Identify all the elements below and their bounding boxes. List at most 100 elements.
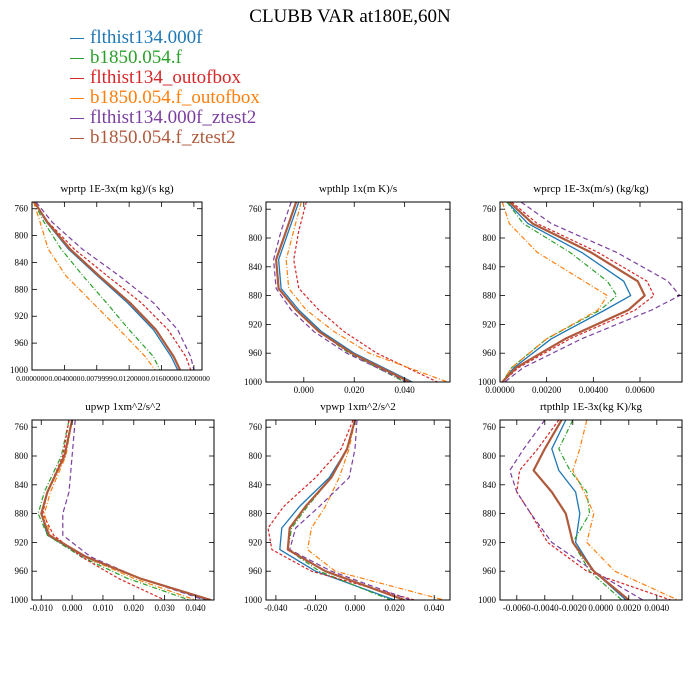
panel: wprtp 1E-3x(m kg)/(s kg) 760 800 840 880 920 9… [10,183,210,383]
x-tick-label: 0.00000 [485,385,515,395]
panel-title: wpthlp 1x(m K)/s [319,183,397,195]
x-tick-label: 0.00200 [532,385,562,395]
panel-title: vpwp 1xm^2/s^2 [320,401,395,413]
series-line [273,202,408,382]
y-tick-label: 960 [15,338,29,348]
legend-item: b1850.054.f_outofbox [70,88,260,108]
x-tick-label: 0.0040000 [48,374,80,383]
series-line [287,420,391,600]
series-line [289,420,411,600]
series-line [42,420,165,600]
series-line [501,202,655,382]
x-tick-label: 0.00400 [579,385,609,395]
series-group [267,420,445,600]
series-line [306,420,445,600]
y-tick-label: 800 [15,231,29,241]
y-tick-label: 800 [249,233,263,243]
y-tick-label: 960 [249,348,263,358]
plot-frame [31,419,215,601]
plot-frame [265,419,451,601]
legend-swatch [70,118,84,120]
x-tick-label: 0.020 [384,603,405,613]
series-line [501,202,608,382]
plot-frame [31,201,203,371]
series-line [40,420,212,600]
y-tick-label: 840 [15,257,29,267]
series-line [33,202,179,370]
y-tick-label: 840 [249,262,263,272]
x-tick-label: 0.020 [344,385,365,395]
x-tick-label: 0.0160000 [146,374,178,383]
y-tick-label: 840 [483,262,497,272]
y-tick-label: 1000 [244,595,263,605]
legend-label: flthist134.000f_ztest2 [90,107,257,128]
series-line [286,420,405,600]
y-tick-label: 880 [483,291,497,301]
panel-title: wprtp 1E-3x(m kg)/(s kg) [60,183,174,195]
series-line [33,202,156,370]
x-tick-label: 0.0020 [616,603,641,613]
y-tick-label: 1000 [478,595,497,605]
series-line [509,420,644,600]
y-tick-label: 800 [483,451,497,461]
x-tick-label: -0.0040 [531,603,559,613]
series-line [62,420,205,600]
panel: rtpthlp 1E-3x(kg K)/kg 760 800 840 880 920 960… [478,401,683,613]
legend-label: flthist134.000f [90,27,203,48]
series-line [501,202,618,382]
y-tick-label: 880 [15,509,29,519]
panel: wprcp 1E-3x(m/s) (kg/kg) 760 800 840 880 920 9… [478,183,683,395]
x-tick-label: 0.0000 [588,603,613,613]
y-tick-label: 920 [15,537,29,547]
plot-frame [499,419,683,601]
y-tick-label: 840 [483,480,497,490]
series-group [273,202,448,382]
x-tick-label: -0.0060 [503,603,531,613]
panel: upwp 1xm^2/s^2 760 800 840 880 920 960 1000-0.0… [10,401,215,613]
x-tick-label: 0.0079999 [81,374,113,383]
x-tick-label: 0.0200000 [178,374,210,383]
series-line [501,202,632,382]
x-tick-label: -0.020 [304,603,328,613]
x-tick-label: 0.0120000 [113,374,145,383]
y-tick-label: 960 [483,566,497,576]
series-line [267,420,415,600]
y-tick-label: 760 [483,422,497,432]
y-tick-label: 960 [483,348,497,358]
series-line [516,420,671,600]
series-line [37,420,190,600]
series-line [532,420,630,600]
y-tick-label: 760 [249,422,263,432]
x-tick-label: 0.00600 [625,385,655,395]
series-line [293,202,438,382]
legend-swatch [70,58,84,60]
y-tick-label: 960 [249,566,263,576]
legend-item: flthist134.000f [70,28,260,48]
legend-swatch [70,78,84,80]
legend-swatch [70,98,84,100]
panel-title: wprcp 1E-3x(m/s) (kg/kg) [533,183,649,195]
series-line [277,202,413,382]
y-tick-label: 840 [15,480,29,490]
x-tick-label: 0.040 [395,385,416,395]
y-tick-label: 1000 [10,365,29,375]
y-tick-label: 1000 [244,377,263,387]
series-line [33,202,161,370]
y-tick-label: 1000 [478,377,497,387]
panel: vpwp 1xm^2/s^27608008408809209601000-0.0… [244,401,451,613]
x-tick-label: 0.020 [124,603,145,613]
y-tick-label: 1000 [10,595,29,605]
y-tick-label: 920 [249,537,263,547]
x-tick-label: 0.010 [93,603,114,613]
x-tick-label: 0.040 [185,603,206,613]
series-line [43,420,196,600]
legend-label: b1850.054.f_ztest2 [90,127,236,148]
x-tick-label: 0.030 [155,603,176,613]
legend-label: b1850.054.f_outofbox [90,87,260,108]
legend-label: b1850.054.f [90,47,182,68]
series-group [509,420,679,600]
x-tick-label: 0.0000000 [16,374,48,383]
x-tick-label: 0.0040 [644,603,669,613]
series-line [33,202,182,370]
x-tick-label: -0.010 [30,603,54,613]
